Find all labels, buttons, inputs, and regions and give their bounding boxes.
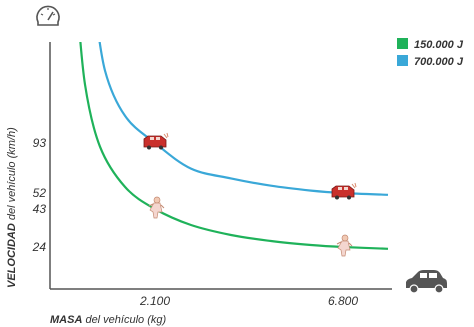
y-tick-label-3: 24 bbox=[32, 240, 47, 254]
person-icon bbox=[148, 196, 165, 219]
legend-swatch-0 bbox=[397, 38, 408, 49]
legend-swatch-1 bbox=[397, 55, 408, 66]
y-tick-label-2: 43 bbox=[33, 202, 47, 216]
car-icon bbox=[406, 270, 447, 294]
y-tick-label-0: 93 bbox=[33, 136, 47, 150]
legend-label-0: 150.000 J bbox=[414, 39, 464, 51]
legend-label-1: 700.000 J bbox=[414, 56, 464, 68]
crash-car-icon bbox=[143, 132, 169, 150]
series-line-1 bbox=[98, 42, 389, 196]
x-tick-label-1: 6.800 bbox=[328, 294, 358, 308]
x-tick-label-0: 2.100 bbox=[139, 294, 170, 308]
y-tick-label-1: 52 bbox=[33, 186, 47, 200]
person-icon bbox=[336, 234, 353, 257]
x-axis-label: MASA del vehículo (kg) bbox=[50, 314, 166, 326]
legend-item-0: 150.000 J bbox=[397, 38, 464, 51]
legend-item-1: 700.000 J bbox=[397, 55, 464, 68]
legend: 150.000 J 700.000 J bbox=[397, 38, 464, 68]
series-line-0 bbox=[79, 42, 389, 250]
speedometer-icon bbox=[36, 5, 60, 26]
crash-car-icon bbox=[331, 182, 357, 200]
y-axis-label: VELOCIDAD del vehículo (km/h) bbox=[6, 127, 18, 288]
